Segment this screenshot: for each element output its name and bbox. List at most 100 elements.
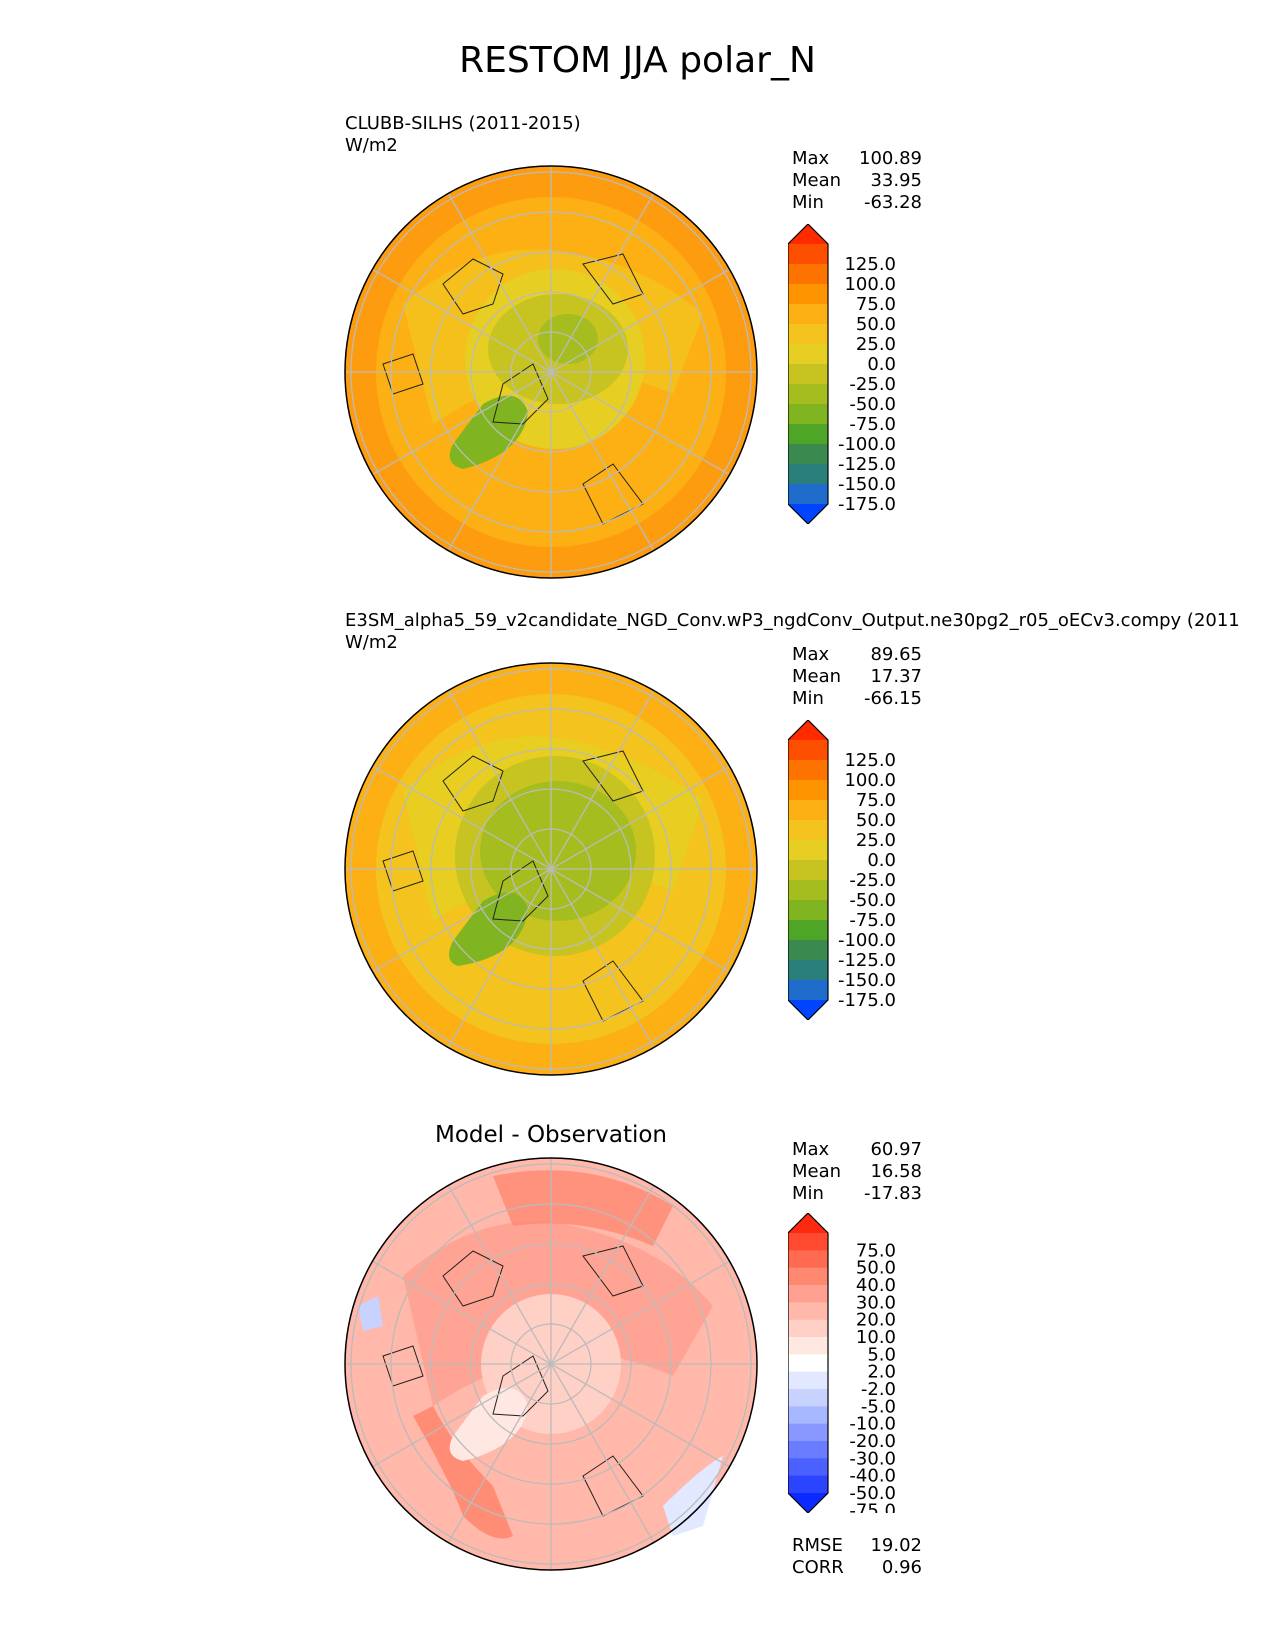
ocean-zone bbox=[480, 781, 636, 921]
colorbar-swatch bbox=[788, 760, 828, 781]
colorbar-extend-max bbox=[788, 720, 828, 740]
colorbar-tick-label: 75.0 bbox=[856, 790, 896, 811]
colorbar-swatch bbox=[788, 960, 828, 981]
polar-map bbox=[344, 1157, 758, 1571]
colorbar-swatch bbox=[788, 364, 828, 385]
alaska-zone bbox=[413, 1406, 513, 1539]
colorbar-tick-label: 125.0 bbox=[844, 750, 896, 771]
mean-label: Mean bbox=[792, 1161, 842, 1182]
colorbar-tick-label: 0.0 bbox=[867, 850, 896, 871]
colorbar-swatch bbox=[788, 384, 828, 405]
colorbar-swatch bbox=[788, 264, 828, 285]
colorbar-extend-min bbox=[788, 504, 828, 524]
greenland-zone bbox=[449, 1388, 528, 1461]
min-label: Min bbox=[792, 688, 824, 709]
colorbar-tick-label: 25.0 bbox=[856, 830, 896, 851]
colorbar-tick-label: -5.0 bbox=[861, 1396, 896, 1417]
colorbar-extend-max bbox=[788, 1213, 828, 1233]
colorbar-swatch bbox=[788, 324, 828, 345]
min-value: -66.15 bbox=[863, 688, 922, 709]
colorbar-extend-min bbox=[788, 1493, 828, 1513]
colorbar-swatch bbox=[788, 980, 828, 1001]
colorbar-tick-label: 100.0 bbox=[844, 274, 896, 295]
colorbar-tick-label: -75.0 bbox=[849, 414, 896, 435]
colorbar-swatch bbox=[788, 1423, 828, 1442]
stats-box: Max 60.97 Mean 16.58 Min -17.83 bbox=[792, 1139, 922, 1205]
min-value: -17.83 bbox=[863, 1183, 922, 1204]
negative-zone-west bbox=[358, 1296, 383, 1331]
colorbar-extend-max bbox=[788, 224, 828, 244]
graticule bbox=[345, 663, 757, 1075]
colorbar-tick-label: -100.0 bbox=[838, 434, 896, 455]
colorbar-swatch bbox=[788, 1458, 828, 1477]
panel-units: W/m2 bbox=[345, 135, 398, 156]
max-value: 60.97 bbox=[870, 1139, 922, 1160]
colorbar-swatch bbox=[788, 444, 828, 465]
map-border bbox=[344, 662, 758, 1076]
colorbar-swatch bbox=[788, 344, 828, 365]
colorbar-swatch bbox=[788, 1250, 828, 1269]
colorbar-swatch bbox=[788, 840, 828, 861]
colorbar-tick-label: -30.0 bbox=[849, 1448, 896, 1469]
colorbar-tick-label: -50.0 bbox=[849, 890, 896, 911]
colorbar-swatch bbox=[788, 1337, 828, 1355]
colorbar-tick-label: -175.0 bbox=[838, 990, 896, 1011]
colorbar-tick-label: 30.0 bbox=[856, 1292, 896, 1313]
colorbar-swatch bbox=[788, 424, 828, 445]
center-zone bbox=[538, 314, 598, 364]
colorbar-tick-label: 25.0 bbox=[856, 334, 896, 355]
greenland-zone bbox=[449, 395, 528, 469]
colorbar-tick-label: 2.0 bbox=[867, 1362, 896, 1383]
colorbar-swatch bbox=[788, 1475, 828, 1494]
colorbar-tick-label: -150.0 bbox=[838, 474, 896, 495]
negative-zone-east bbox=[663, 1456, 723, 1536]
mean-label: Mean bbox=[792, 666, 842, 687]
colorbar-tick-label: -2.0 bbox=[861, 1379, 896, 1400]
polar-map bbox=[344, 165, 758, 579]
colorbar: 75.050.040.030.020.010.05.02.0-2.0-5.0-1… bbox=[788, 1213, 896, 1513]
colorbar-tick-label: -150.0 bbox=[838, 970, 896, 991]
colorbar-tick-label: -20.0 bbox=[849, 1431, 896, 1452]
corr-label: CORR bbox=[792, 1557, 844, 1578]
map-border bbox=[344, 1157, 758, 1571]
min-value: -63.28 bbox=[863, 192, 922, 213]
colorbar-swatch bbox=[788, 1354, 828, 1373]
panel-title: Model - Observation bbox=[434, 1122, 668, 1148]
colorbar-tick-label: 75.0 bbox=[856, 1240, 896, 1261]
colorbar-swatch bbox=[788, 304, 828, 325]
colorbar-swatch bbox=[788, 1319, 828, 1338]
stats-box: Max 89.65 Mean 17.37 Min -66.15 bbox=[792, 644, 922, 710]
colorbar-tick-label: -75.0 bbox=[849, 1500, 896, 1513]
corr-value: 0.96 bbox=[881, 1557, 922, 1578]
colorbar-tick-label: -25.0 bbox=[849, 374, 896, 395]
colorbar-swatch bbox=[788, 860, 828, 881]
colorbar-tick-label: 125.0 bbox=[844, 254, 896, 275]
colorbar-tick-label: 75.0 bbox=[856, 294, 896, 315]
colorbar: 125.0100.075.050.025.00.0-25.0-50.0-75.0… bbox=[788, 224, 896, 524]
colorbar-tick-label: 50.0 bbox=[856, 810, 896, 831]
colorbar-tick-label: -125.0 bbox=[838, 950, 896, 971]
colorbar-swatch bbox=[788, 1406, 828, 1425]
colorbar-tick-label: -75.0 bbox=[849, 910, 896, 931]
colorbar-swatch bbox=[788, 880, 828, 901]
colorbar-swatch bbox=[788, 800, 828, 821]
colorbar-swatch bbox=[788, 1233, 828, 1251]
colorbar-outline bbox=[788, 224, 829, 524]
colorbar-tick-label: -125.0 bbox=[838, 454, 896, 475]
max-value: 100.89 bbox=[859, 148, 922, 169]
colorbar-swatch bbox=[788, 1285, 828, 1303]
colorbar-tick-label: 5.0 bbox=[867, 1344, 896, 1365]
max-value: 89.65 bbox=[870, 644, 922, 665]
colorbar-outline bbox=[788, 1213, 829, 1513]
colorbar-swatch bbox=[788, 920, 828, 941]
max-label: Max bbox=[792, 644, 830, 665]
colorbar-swatch bbox=[788, 1441, 828, 1459]
siberia-zone bbox=[493, 1170, 673, 1246]
mean-value: 16.58 bbox=[870, 1161, 922, 1182]
panel-title: CLUBB-SILHS (2011-2015) bbox=[345, 113, 581, 134]
greenland-zone bbox=[449, 892, 528, 966]
colorbar-swatch bbox=[788, 1267, 828, 1286]
colorbar-swatch bbox=[788, 940, 828, 961]
colorbar-tick-label: -25.0 bbox=[849, 870, 896, 891]
colorbar-swatch bbox=[788, 1302, 828, 1321]
